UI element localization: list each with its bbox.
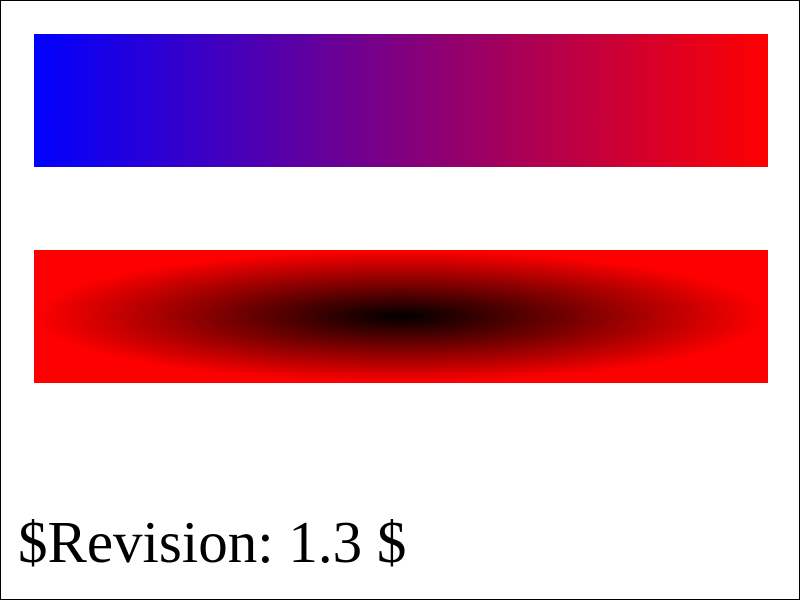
revision-label: $Revision: 1.3 $: [18, 509, 407, 575]
linear-gradient-rect: [34, 34, 768, 167]
radial-gradient-rect: [34, 250, 768, 383]
